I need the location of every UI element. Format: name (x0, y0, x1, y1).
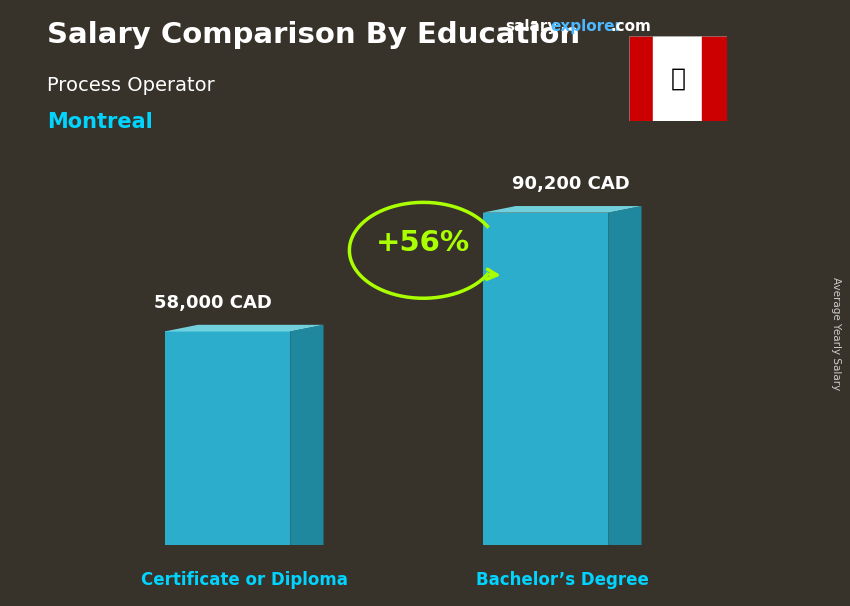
Text: Bachelor’s Degree: Bachelor’s Degree (475, 571, 649, 589)
Bar (629, 36, 654, 121)
Text: Process Operator: Process Operator (47, 76, 214, 95)
Text: Salary Comparison By Education: Salary Comparison By Education (47, 21, 580, 49)
Text: Montreal: Montreal (47, 112, 152, 132)
Text: .com: .com (610, 19, 651, 35)
Polygon shape (290, 325, 324, 545)
Text: 90,200 CAD: 90,200 CAD (513, 175, 630, 193)
Bar (654, 36, 702, 121)
Polygon shape (483, 206, 642, 213)
Text: Certificate or Diploma: Certificate or Diploma (140, 571, 348, 589)
Bar (702, 36, 727, 121)
Text: Average Yearly Salary: Average Yearly Salary (830, 277, 841, 390)
Polygon shape (483, 213, 609, 545)
Polygon shape (609, 206, 642, 545)
Text: +56%: +56% (377, 229, 470, 257)
Polygon shape (165, 331, 290, 545)
Text: 58,000 CAD: 58,000 CAD (154, 294, 271, 312)
Text: salary: salary (506, 19, 558, 35)
Text: 🍁: 🍁 (671, 67, 685, 91)
Text: explorer: explorer (551, 19, 623, 35)
Polygon shape (165, 325, 324, 331)
